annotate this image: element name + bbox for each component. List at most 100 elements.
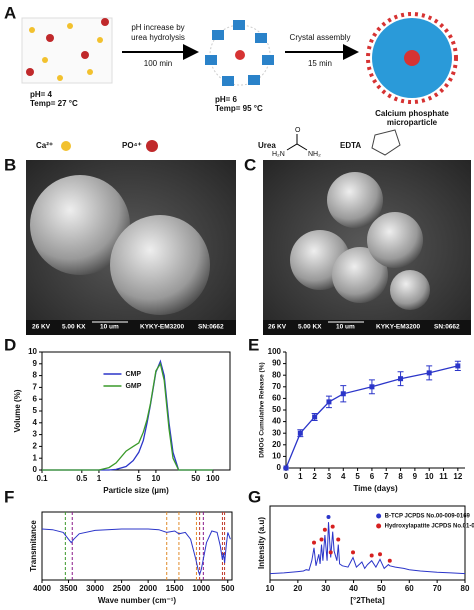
micrograph-c: C 26 KV 5.00 KX 10 um KYKY-EM3200 SN:066… (244, 155, 471, 335)
x-tick-label: 2 (312, 472, 317, 481)
info-bar (26, 320, 236, 335)
x-tick-label: 4000 (33, 584, 51, 593)
y-tick-label: 3 (33, 430, 38, 439)
x-tick-label: 3000 (86, 584, 104, 593)
panel-label: B (4, 155, 16, 174)
nuclei (205, 20, 274, 86)
spectrum-line (41, 528, 231, 577)
point (283, 465, 289, 471)
sem-info: 5.00 KX (298, 324, 322, 331)
x-tick-label: 5 (355, 472, 360, 481)
po-ions (26, 18, 109, 76)
beaker-1 (21, 17, 113, 84)
step-text: pH increase by (131, 23, 184, 32)
x-tick-label: 9 (413, 472, 418, 481)
ca-ions (29, 23, 103, 81)
x-tick-label: 1 (298, 472, 303, 481)
x-tick-label: 500 (221, 584, 235, 593)
point (398, 376, 404, 382)
y-axis-title: DMOG Cumulative Release (%) (259, 362, 266, 457)
x-tick-label: 60 (405, 584, 414, 593)
y-tick-label: 9 (33, 359, 38, 368)
y-tick-label: 2 (33, 442, 38, 451)
y-tick-label: 10 (28, 347, 37, 356)
urea-atom: NH₂ (308, 151, 321, 158)
urea-bonds (286, 134, 308, 151)
x-tick-label: 80 (461, 584, 470, 593)
edta-icon (371, 129, 401, 156)
y-tick-label: 5 (33, 406, 38, 415)
sem-info: 26 KV (32, 324, 51, 331)
point (455, 363, 461, 369)
y-tick-label: 4 (33, 418, 38, 427)
x-axis-title: [°2Theta] (350, 596, 385, 605)
sem-info: 5.00 KX (62, 324, 86, 331)
sem-info: SN:0662 (198, 324, 224, 331)
spectrum-line (269, 522, 466, 575)
time-text: 100 min (144, 59, 172, 68)
point (340, 391, 346, 397)
y-tick-label: 0 (33, 465, 38, 474)
x-tick-label: 3 (327, 472, 332, 481)
x-tick-label: 10 (425, 472, 434, 481)
particle (30, 175, 130, 275)
y-axis-title: Transmitance (29, 520, 38, 572)
x-tick-label: 10 (266, 584, 275, 593)
legend-text: EDTA (340, 141, 361, 150)
time-text: 15 min (308, 59, 332, 68)
x-tick-label: 12 (453, 472, 462, 481)
x-tick-label: 20 (293, 584, 302, 593)
y-tick-label: 90 (272, 359, 281, 368)
x-tick-label: 10 (151, 474, 160, 483)
x-axis-title: Wave number (cm⁻¹) (98, 596, 176, 605)
peak-marker (322, 527, 327, 532)
legend-text: Urea (258, 141, 276, 150)
x-tick-label: 30 (321, 584, 330, 593)
condition-text: Temp= 27 °C (30, 99, 78, 108)
x-axis-title: Particle size (µm) (103, 486, 169, 495)
y-tick-label: 70 (272, 382, 281, 391)
x-tick-label: 100 (206, 474, 220, 483)
panel-label: D (4, 335, 16, 354)
legend-label: CMP (125, 371, 141, 378)
y-axis-title: Volume (%) (13, 389, 22, 432)
x-axis-title: Time (days) (353, 484, 398, 493)
x-tick-label: 0 (284, 472, 289, 481)
point (369, 384, 375, 390)
x-tick-label: 40 (349, 584, 358, 593)
sem-info: KYKY-EM3200 (376, 324, 420, 331)
y-tick-label: 60 (272, 394, 281, 403)
x-tick-label: 4 (341, 472, 346, 481)
panel-label: C (244, 155, 256, 174)
legend-text: Ca²⁺ (36, 141, 53, 150)
plot-frame (41, 511, 233, 581)
legend-label: B-TCP JCPDS No.00-009-0169 (385, 514, 471, 520)
y-tick-label: 80 (272, 370, 281, 379)
x-tick-label: 1 (97, 474, 102, 483)
legend-swatch (376, 513, 382, 519)
peak-marker (387, 558, 392, 563)
sem-info: 26 KV (268, 324, 287, 331)
y-tick-label: 8 (33, 371, 38, 380)
plot-frame (41, 351, 231, 471)
x-tick-label: 3500 (60, 584, 78, 593)
point (426, 370, 432, 376)
ca-icon (61, 141, 71, 151)
point (297, 430, 303, 436)
x-tick-label: 7 (384, 472, 389, 481)
y-tick-label: 100 (268, 347, 282, 356)
particle (327, 172, 383, 228)
y-axis-title: Intensity (a.u) (257, 517, 266, 569)
y-tick-label: 0 (277, 463, 282, 472)
info-bar (263, 320, 471, 335)
plot-frame (269, 505, 466, 581)
panel-label: E (248, 335, 259, 354)
point (326, 399, 332, 405)
x-tick-label: 2000 (139, 584, 157, 593)
product-text: microparticle (387, 118, 438, 127)
product-text: Calcium phosphate (375, 109, 449, 118)
x-tick-label: 50 (191, 474, 200, 483)
peak-marker (378, 552, 383, 557)
